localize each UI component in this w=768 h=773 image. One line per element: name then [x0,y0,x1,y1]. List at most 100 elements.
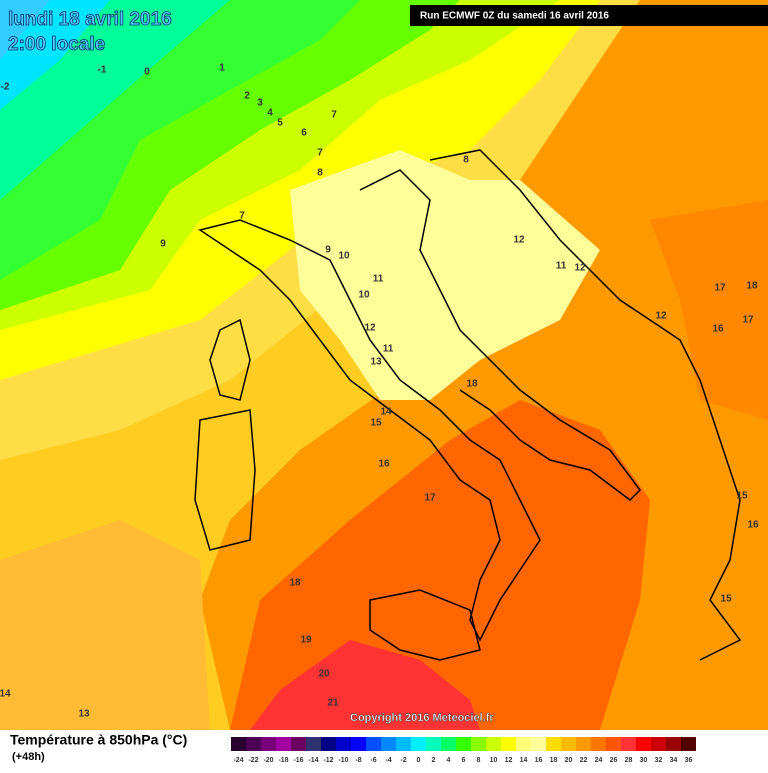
contour-label: 6 [301,128,307,139]
legend-swatch [276,737,291,751]
contour-label: -1 [98,65,107,76]
legend-label: 22 [580,757,588,764]
legend-label: 20 [565,757,573,764]
legend-label: -12 [323,757,333,764]
contour-label: 17 [742,315,754,326]
legend-swatch [306,737,321,751]
legend-label: -2 [400,757,406,764]
contour-label: 1 [219,63,225,74]
contour-label: 15 [736,491,748,502]
map-title: Température à 850hPa (°C) [10,732,187,748]
contour-label: 9 [160,239,166,250]
contour-label: 0 [144,67,150,78]
contour-label: 12 [513,235,525,246]
contour-label: 8 [317,168,323,179]
temperature-field [290,150,600,400]
contour-label: 7 [331,110,337,121]
contour-label: 7 [317,148,323,159]
legend-label: -22 [248,757,258,764]
legend-swatch [591,737,606,751]
legend-swatch [666,737,681,751]
contour-label: 11 [383,344,394,355]
legend-swatch [516,737,531,751]
contour-label: 15 [720,594,732,605]
legend-label: -8 [355,757,361,764]
legend-swatch [486,737,501,751]
contour-label: 11 [556,261,567,272]
legend-swatch [426,737,441,751]
contour-label: 13 [370,357,382,368]
contour-label: 18 [746,281,758,292]
contour-label: 10 [358,290,370,301]
legend-label: 10 [490,757,498,764]
legend-swatch [336,737,351,751]
legend-swatch [366,737,381,751]
contour-label: 2 [244,91,250,102]
legend-label: 16 [535,757,543,764]
contour-label: 13 [78,709,90,720]
contour-label: 21 [327,698,339,709]
temperature-field [0,0,50,60]
contour-label: 18 [466,379,478,390]
contour-label: 15 [370,418,382,429]
legend-swatch [471,737,486,751]
legend-swatch [396,737,411,751]
contour-label: 8 [463,155,469,166]
contour-label: 5 [277,118,283,129]
legend-label: 18 [550,757,558,764]
contour-label: 7 [239,211,245,222]
contour-label: 11 [373,274,384,285]
contour-label: 17 [424,493,436,504]
temperature-field [0,0,110,110]
legend-label: -6 [370,757,376,764]
legend-label: -4 [385,757,391,764]
legend-label: -16 [293,757,303,764]
legend-swatch [261,737,276,751]
contour-label: 12 [574,263,586,274]
legend-swatch [291,737,306,751]
legend-label: 12 [505,757,513,764]
legend-label: -10 [338,757,348,764]
contour-label: 19 [300,635,312,646]
legend-swatch [621,737,636,751]
legend-swatch [351,737,366,751]
legend-swatch [546,737,561,751]
legend-label: 34 [670,757,678,764]
contour-labels: -2-1 0 12345677887991011101213111415161718… [0,63,759,720]
contour-label: 12 [655,311,667,322]
legend-label: 30 [640,757,648,764]
contour-label: 17 [714,283,726,294]
forecast-time: 2:00 locale [8,34,105,55]
legend-label: 26 [610,757,618,764]
contour-label: -2 [1,82,10,93]
contour-label: 16 [747,520,759,531]
contour-label: 14 [0,689,11,700]
legend-label: 14 [520,757,528,764]
contour-label: 3 [257,98,263,109]
contour-label: 18 [289,578,301,589]
run-info: Run ECMWF 0Z du samedi 16 avril 2016 [420,11,609,22]
run-banner [410,5,768,26]
temperature-field [230,400,650,730]
legend-label: 6 [462,757,466,764]
legend-swatch [231,737,246,751]
contour-label: 9 [325,245,331,256]
legend-label: 4 [447,757,451,764]
lead-time: (+48h) [12,751,45,763]
legend-swatch [681,737,696,751]
forecast-date: lundi 18 avril 2016 [8,9,172,30]
legend-label: -14 [308,757,318,764]
legend-label: 8 [477,757,481,764]
legend-label: 32 [655,757,663,764]
legend-label: -18 [278,757,288,764]
legend-swatch [441,737,456,751]
temperature-field [650,200,768,420]
legend-label: 2 [432,757,436,764]
contour-label: 14 [380,407,392,418]
legend-swatch [636,737,651,751]
contour-label: 20 [318,669,330,680]
contour-label: 12 [364,323,376,334]
contour-label: 16 [378,459,390,470]
legend-label: -24 [233,757,243,764]
